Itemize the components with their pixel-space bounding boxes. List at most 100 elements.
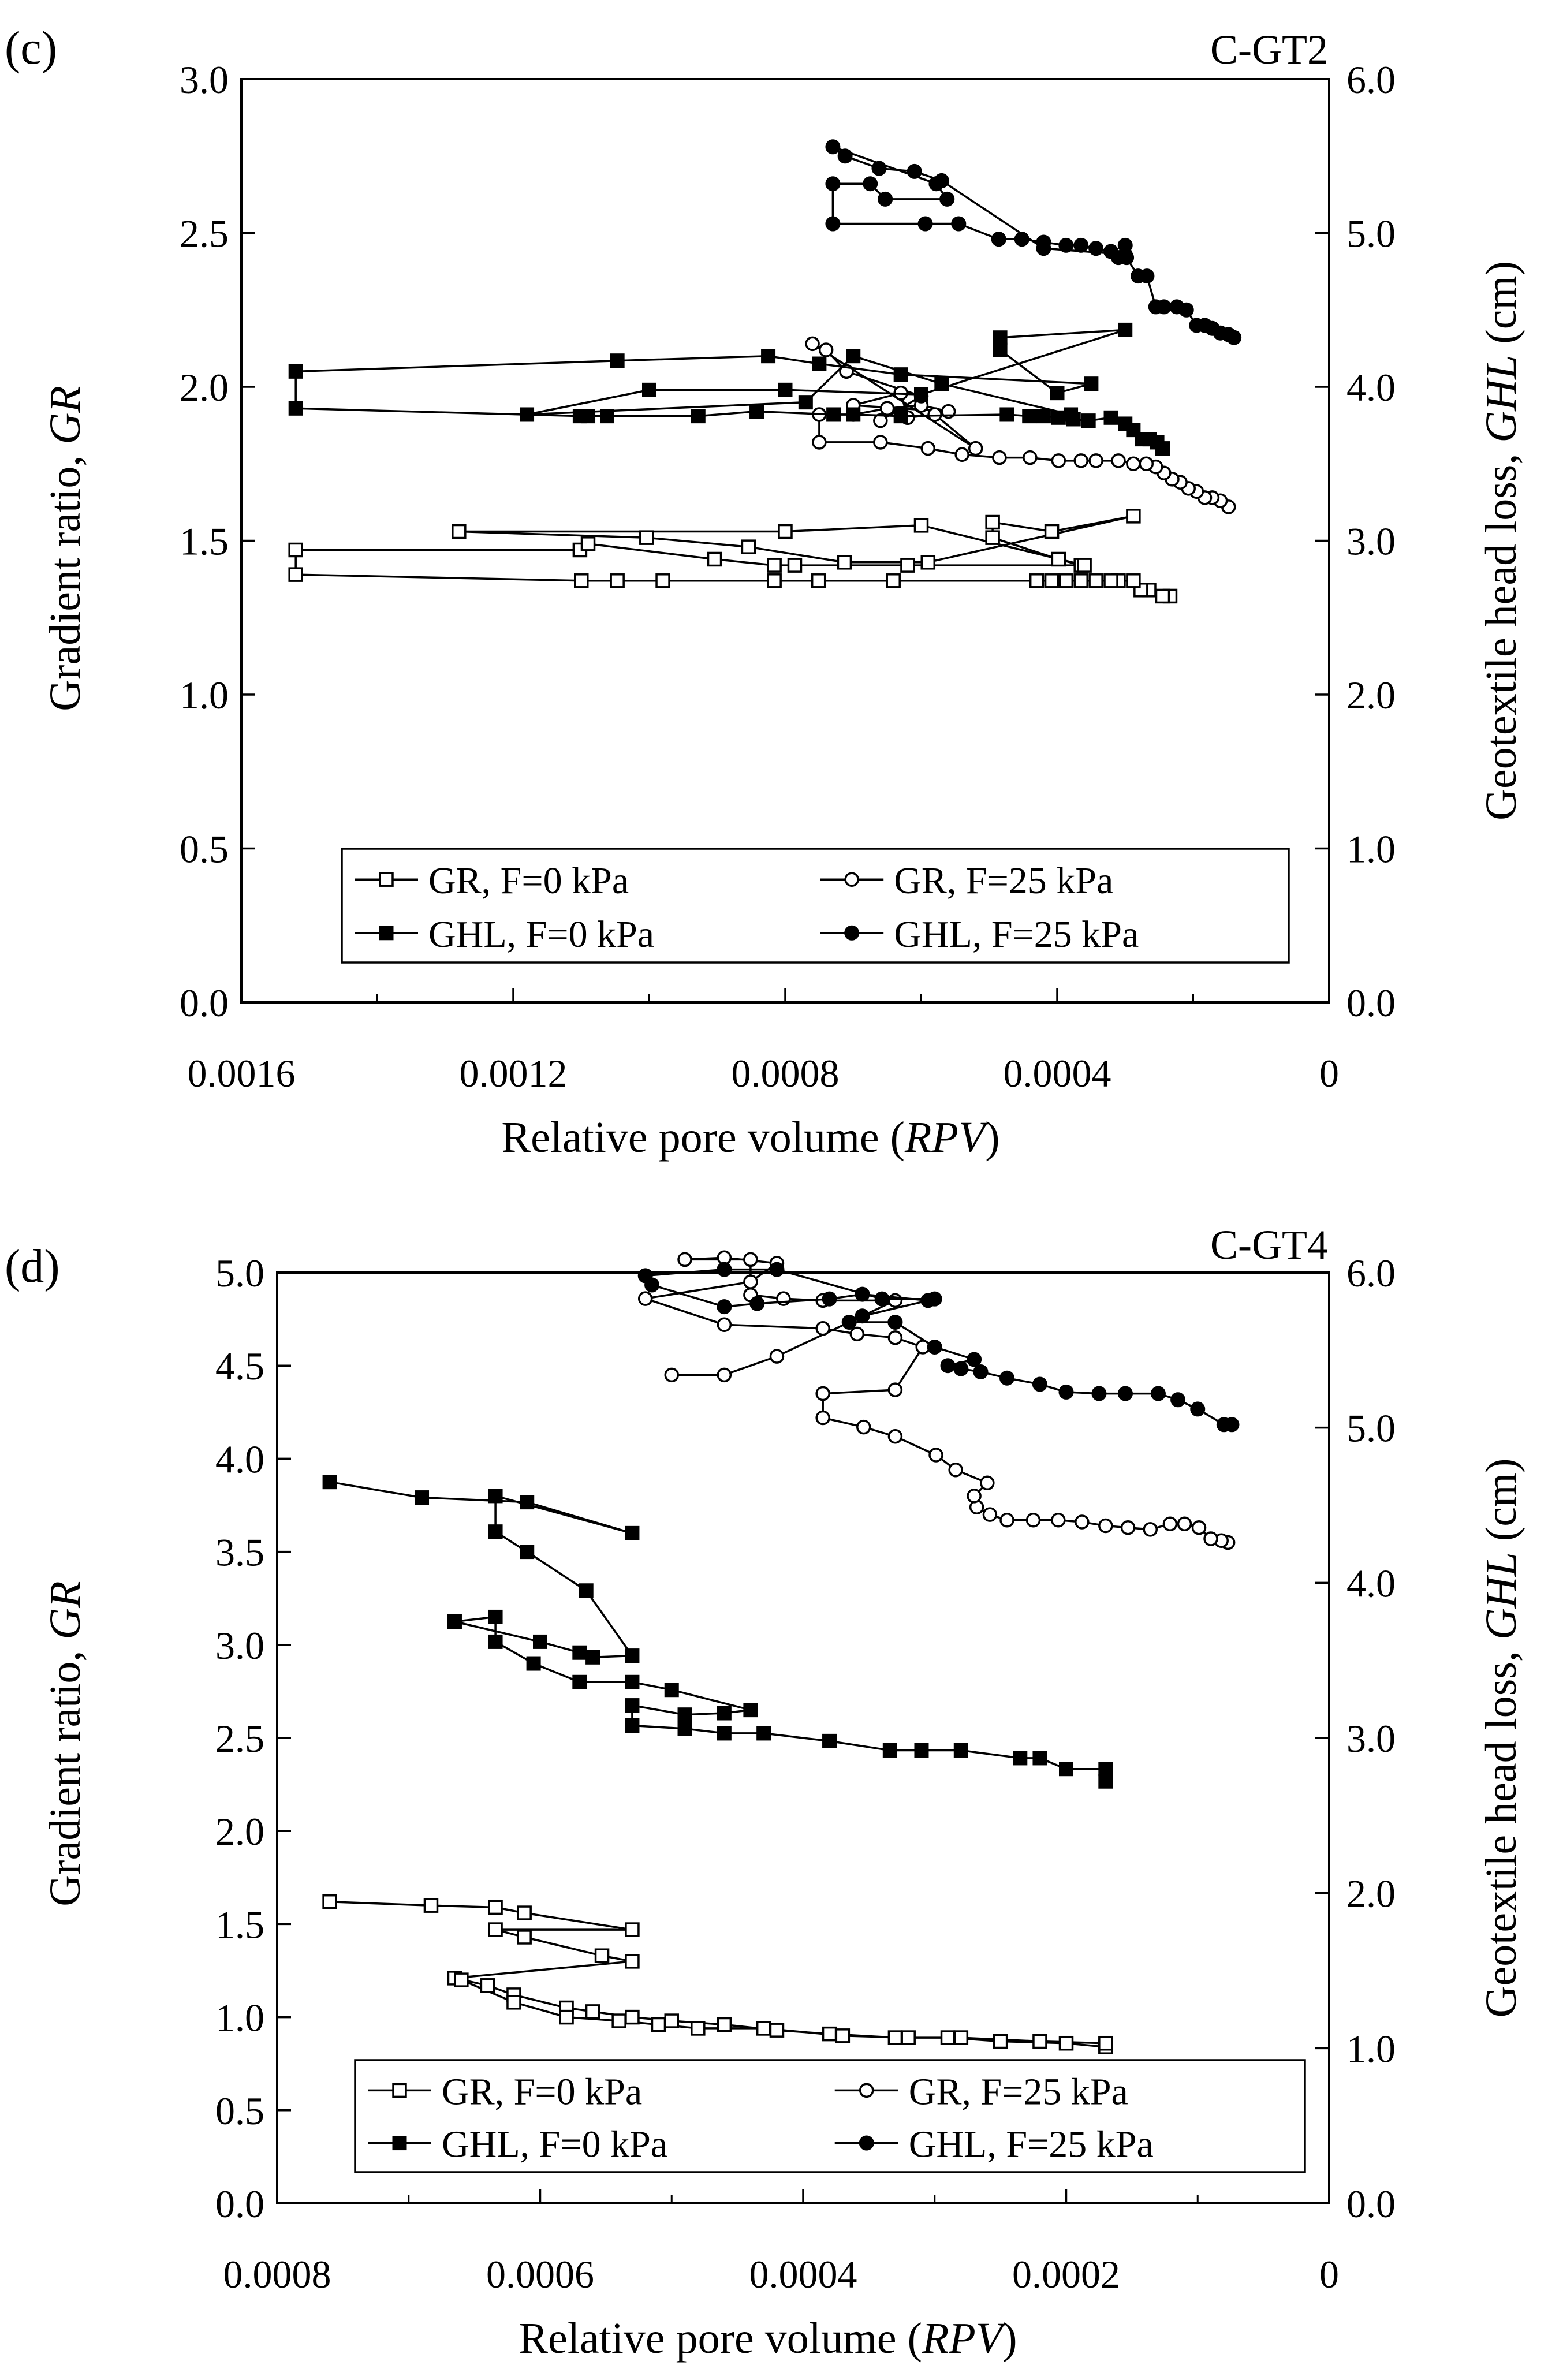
data-point — [991, 232, 1006, 247]
legend-marker — [379, 872, 394, 887]
data-point — [677, 1721, 692, 1736]
data-point — [1051, 1513, 1066, 1528]
data-point — [717, 1367, 732, 1383]
x-tick-label: 0.0004 — [749, 2252, 857, 2296]
chart-panel-c: 0.0016 0.0012 0.0008 0.0004 00.00.51.01.52.0… — [5, 21, 1525, 1162]
data-point — [572, 409, 587, 424]
data-point — [585, 1650, 600, 1665]
y2-axis-label-part: (cm) — [1477, 261, 1525, 355]
data-point — [677, 1707, 692, 1722]
data-point — [1058, 2035, 1074, 2051]
data-point — [1103, 573, 1118, 588]
data-point — [572, 1645, 587, 1660]
series-gr-f-0-kpa — [322, 1894, 1113, 2054]
data-point — [985, 530, 1000, 545]
y2-axis-label: Geotextile head loss, GHL (cm) — [1477, 1458, 1525, 2018]
legend-label: GHL, F=0 kPa — [428, 913, 654, 956]
data-point — [610, 573, 625, 588]
data-point — [1150, 1386, 1166, 1401]
legend-marker — [859, 2135, 874, 2151]
data-point — [517, 1930, 532, 1945]
data-point — [953, 1743, 968, 1758]
data-point — [993, 330, 1008, 345]
data-point — [825, 139, 841, 155]
data-point — [743, 1252, 758, 1267]
data-point — [815, 1410, 830, 1426]
data-point — [533, 1634, 547, 1649]
data-point — [322, 1475, 337, 1490]
data-point — [778, 382, 793, 397]
data-point — [815, 1320, 830, 1336]
x-tick-label: 0 — [1319, 2252, 1339, 2296]
data-point — [787, 558, 803, 573]
data-point — [288, 567, 303, 582]
data-point — [948, 1462, 963, 1478]
data-point — [873, 435, 888, 450]
data-point — [637, 1268, 653, 1284]
y-tick-label: 2.5 — [180, 212, 229, 256]
data-point — [767, 573, 782, 588]
y2-axis-label-part: GHL — [1477, 355, 1525, 443]
y2-tick-label: 5.0 — [1346, 1407, 1396, 1450]
data-point — [288, 542, 303, 558]
data-point — [322, 1894, 337, 1909]
data-point — [756, 1726, 771, 1741]
data-point — [288, 401, 303, 416]
data-point — [1098, 2035, 1113, 2051]
data-point — [1073, 453, 1088, 468]
data-point — [769, 1262, 785, 1277]
data-point — [1073, 573, 1088, 588]
data-point — [999, 407, 1014, 422]
data-point — [953, 2030, 969, 2045]
data-point — [900, 558, 915, 573]
y-axis-label-part: Gradient ratio, — [41, 445, 89, 711]
legend-item: GR, F=25 kPa — [834, 2071, 1128, 2113]
data-point — [447, 1614, 462, 1629]
data-point — [488, 1489, 503, 1504]
series-ghl-f-0-kpa — [288, 322, 1170, 456]
data-point — [717, 2017, 732, 2032]
data-point — [526, 1656, 541, 1671]
data-point — [415, 1490, 430, 1505]
data-point — [1073, 237, 1089, 253]
data-point — [651, 2017, 666, 2032]
data-point — [893, 367, 908, 382]
data-point — [887, 2030, 903, 2045]
data-point — [756, 2021, 771, 2036]
data-point — [855, 1286, 870, 1302]
legend-marker — [392, 2083, 407, 2098]
legend-item: GR, F=0 kPa — [368, 2071, 642, 2113]
data-point — [999, 1370, 1015, 1386]
series-gr-f-25-kpa — [637, 1250, 1236, 1550]
y2-axis-label-part: Geotextile head loss, — [1477, 443, 1525, 820]
data-point — [1118, 416, 1133, 431]
data-point — [968, 441, 983, 456]
data-point — [1059, 1762, 1073, 1777]
data-point — [1117, 1386, 1133, 1401]
specimen-label: C-GT4 — [1210, 1222, 1328, 1268]
x-axis-label-part: Relative pore volume ( — [501, 1113, 905, 1162]
data-point — [488, 1524, 503, 1539]
chart-panel-d: 0.0008 0.0006 0.0004 0.0002 00.00.51.01.52.0… — [5, 1222, 1525, 2363]
legend-marker — [844, 925, 860, 941]
data-point — [717, 1262, 732, 1277]
data-point — [677, 1252, 692, 1267]
data-point — [928, 1448, 943, 1463]
data-point — [1088, 453, 1103, 468]
data-point — [1014, 232, 1029, 247]
data-point — [1169, 299, 1185, 315]
x-axis-label-part: RPV — [922, 2314, 1007, 2363]
legend-marker — [392, 2136, 407, 2151]
data-point — [1088, 573, 1103, 588]
y2-axis-label-part: (cm) — [1477, 1458, 1525, 1552]
y-tick-label: 2.0 — [215, 1810, 264, 1853]
data-point — [1139, 456, 1154, 471]
y2-tick-label: 3.0 — [1346, 1717, 1396, 1760]
y-tick-label: 1.0 — [215, 1996, 264, 2040]
y2-tick-label: 0.0 — [1346, 981, 1396, 1025]
data-point — [879, 401, 895, 416]
data-point — [1098, 1518, 1113, 1534]
data-point — [953, 1361, 969, 1376]
x-tick-label: 0.0012 — [460, 1051, 568, 1095]
data-point — [878, 191, 893, 207]
